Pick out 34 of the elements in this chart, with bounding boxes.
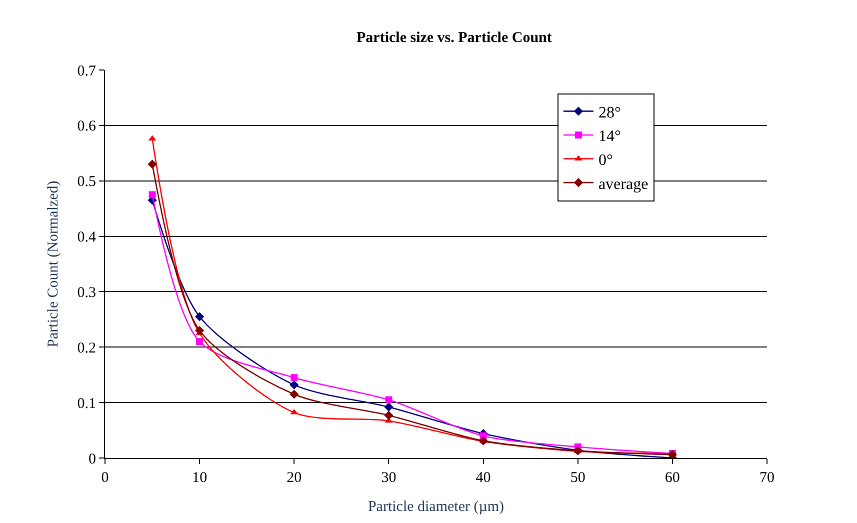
point [385,396,392,404]
x-tick-label: 40 [476,470,491,486]
x-tick-label: 60 [664,470,680,486]
point [195,326,204,336]
point [148,160,157,169]
y-tick-label: 0.2 [77,340,96,356]
y-tick-label: 0.6 [77,118,96,135]
y-tick-label: 0.7 [77,63,96,80]
x-tick-label: 30 [381,470,396,486]
point [384,402,394,412]
x-tick-label: 0 [101,470,109,486]
x-tick-label: 50 [570,470,586,486]
x-tick-label: 10 [192,470,208,486]
legend-label: 0° [598,152,613,170]
y-tick-label: 0 [88,451,96,468]
x-axis-title: Particle diameter (µm) [368,499,504,515]
legend-label: 28° [598,104,621,122]
chart-title: Particle size vs. Particle Count [356,30,552,46]
point [290,374,298,382]
y-tick-label: 0.4 [77,230,96,246]
point [384,410,394,420]
legend-label: 14° [598,128,621,146]
y-tick-label: 0.5 [77,174,96,190]
x-tick-label: 20 [286,470,302,486]
x-tick-label: 70 [760,470,774,486]
legend-label: average [598,176,648,193]
point [195,312,204,322]
y-tick-label: 0.1 [77,396,96,412]
point [290,390,299,399]
point [290,380,299,390]
y-axis-title: Particle Count (Normalzed) [46,180,62,348]
y-tick-label: 0.3 [77,284,96,301]
point [148,191,156,198]
point [196,338,204,346]
